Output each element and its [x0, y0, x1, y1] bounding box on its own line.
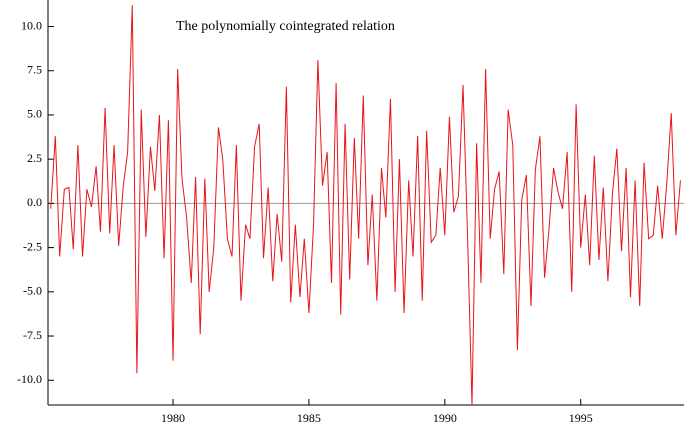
x-tick-label: 1990	[433, 411, 457, 425]
y-tick-label: -7.5	[23, 328, 42, 342]
y-tick-label: 10.0	[21, 18, 42, 32]
y-tick-label: 7.5	[27, 62, 42, 76]
y-tick-label: -2.5	[23, 239, 42, 253]
y-tick-label: 0.0	[27, 195, 42, 209]
y-tick-label: -10.0	[17, 372, 42, 386]
y-tick-label: -5.0	[23, 284, 42, 298]
x-tick-label: 1995	[569, 411, 593, 425]
chart-annotation: The polynomially cointegrated relation	[176, 19, 395, 34]
y-tick-label: 2.5	[27, 151, 42, 165]
data-line	[50, 5, 681, 406]
y-tick-label: 5.0	[27, 107, 42, 121]
x-tick-label: 1985	[297, 411, 321, 425]
x-tick-label: 1980	[161, 411, 185, 425]
